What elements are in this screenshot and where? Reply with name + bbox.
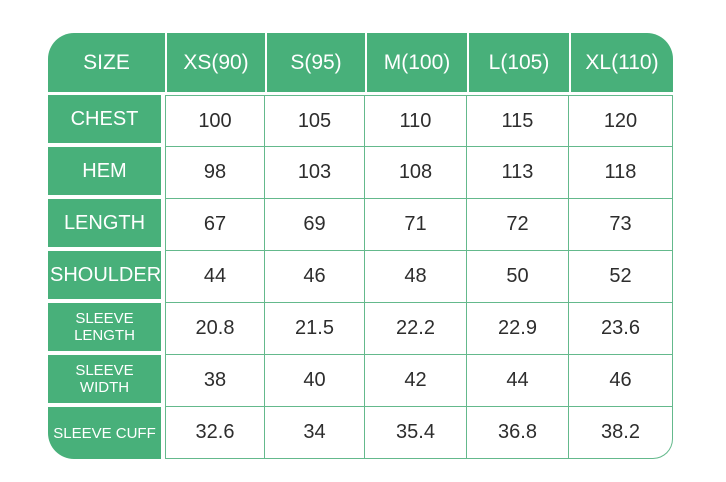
table-cell: 38	[165, 355, 265, 407]
table-cell: 46	[569, 355, 673, 407]
table-cell: 71	[365, 199, 467, 251]
table-row-shoulder: SHOULDER 44 46 48 50 52	[48, 251, 673, 303]
header-row: SIZE XS(90) S(95) M(100) L(105) XL(110)	[48, 33, 673, 95]
header-cell-xl: XL(110)	[569, 33, 673, 95]
row-label-hem: HEM	[48, 147, 165, 199]
row-label-sleeve-length: SLEEVE LENGTH	[48, 303, 165, 355]
table-cell: 35.4	[365, 407, 467, 459]
header-cell-xs: XS(90)	[165, 33, 265, 95]
table-cell: 52	[569, 251, 673, 303]
header-cell-m: M(100)	[365, 33, 467, 95]
table-cell: 103	[265, 147, 365, 199]
table-cell: 32.6	[165, 407, 265, 459]
table-cell: 115	[467, 95, 569, 147]
table-cell: 22.2	[365, 303, 467, 355]
table-cell: 50	[467, 251, 569, 303]
table-cell: 120	[569, 95, 673, 147]
header-cell-s: S(95)	[265, 33, 365, 95]
table-cell: 113	[467, 147, 569, 199]
table-cell: 100	[165, 95, 265, 147]
table-cell: 21.5	[265, 303, 365, 355]
table-cell: 42	[365, 355, 467, 407]
header-cell-l: L(105)	[467, 33, 569, 95]
table-cell: 69	[265, 199, 365, 251]
table-cell: 38.2	[569, 407, 673, 459]
row-label-shoulder: SHOULDER	[48, 251, 165, 303]
table-cell: 98	[165, 147, 265, 199]
table-cell: 40	[265, 355, 365, 407]
table-row-hem: HEM 98 103 108 113 118	[48, 147, 673, 199]
table-cell: 48	[365, 251, 467, 303]
table-cell: 108	[365, 147, 467, 199]
table-cell: 23.6	[569, 303, 673, 355]
table-cell: 110	[365, 95, 467, 147]
table-row-sleeve-cuff: SLEEVE CUFF 32.6 34 35.4 36.8 38.2	[48, 407, 673, 459]
table-cell: 72	[467, 199, 569, 251]
table-cell: 22.9	[467, 303, 569, 355]
table-row-sleeve-width: SLEEVE WIDTH 38 40 42 44 46	[48, 355, 673, 407]
table-cell: 73	[569, 199, 673, 251]
table-cell: 44	[165, 251, 265, 303]
row-label-sleeve-cuff: SLEEVE CUFF	[48, 407, 165, 459]
table-cell: 46	[265, 251, 365, 303]
row-label-length: LENGTH	[48, 199, 165, 251]
table-cell: 44	[467, 355, 569, 407]
table-cell: 36.8	[467, 407, 569, 459]
table-row-sleeve-length: SLEEVE LENGTH 20.8 21.5 22.2 22.9 23.6	[48, 303, 673, 355]
table-row-chest: CHEST 100 105 110 115 120	[48, 95, 673, 147]
table-row-length: LENGTH 67 69 71 72 73	[48, 199, 673, 251]
table-cell: 34	[265, 407, 365, 459]
table-cell: 20.8	[165, 303, 265, 355]
size-chart-table: SIZE XS(90) S(95) M(100) L(105) XL(110) …	[48, 33, 673, 459]
header-cell-size: SIZE	[48, 33, 165, 95]
row-label-chest: CHEST	[48, 95, 165, 147]
row-label-sleeve-width: SLEEVE WIDTH	[48, 355, 165, 407]
table-cell: 105	[265, 95, 365, 147]
table-cell: 118	[569, 147, 673, 199]
table-cell: 67	[165, 199, 265, 251]
